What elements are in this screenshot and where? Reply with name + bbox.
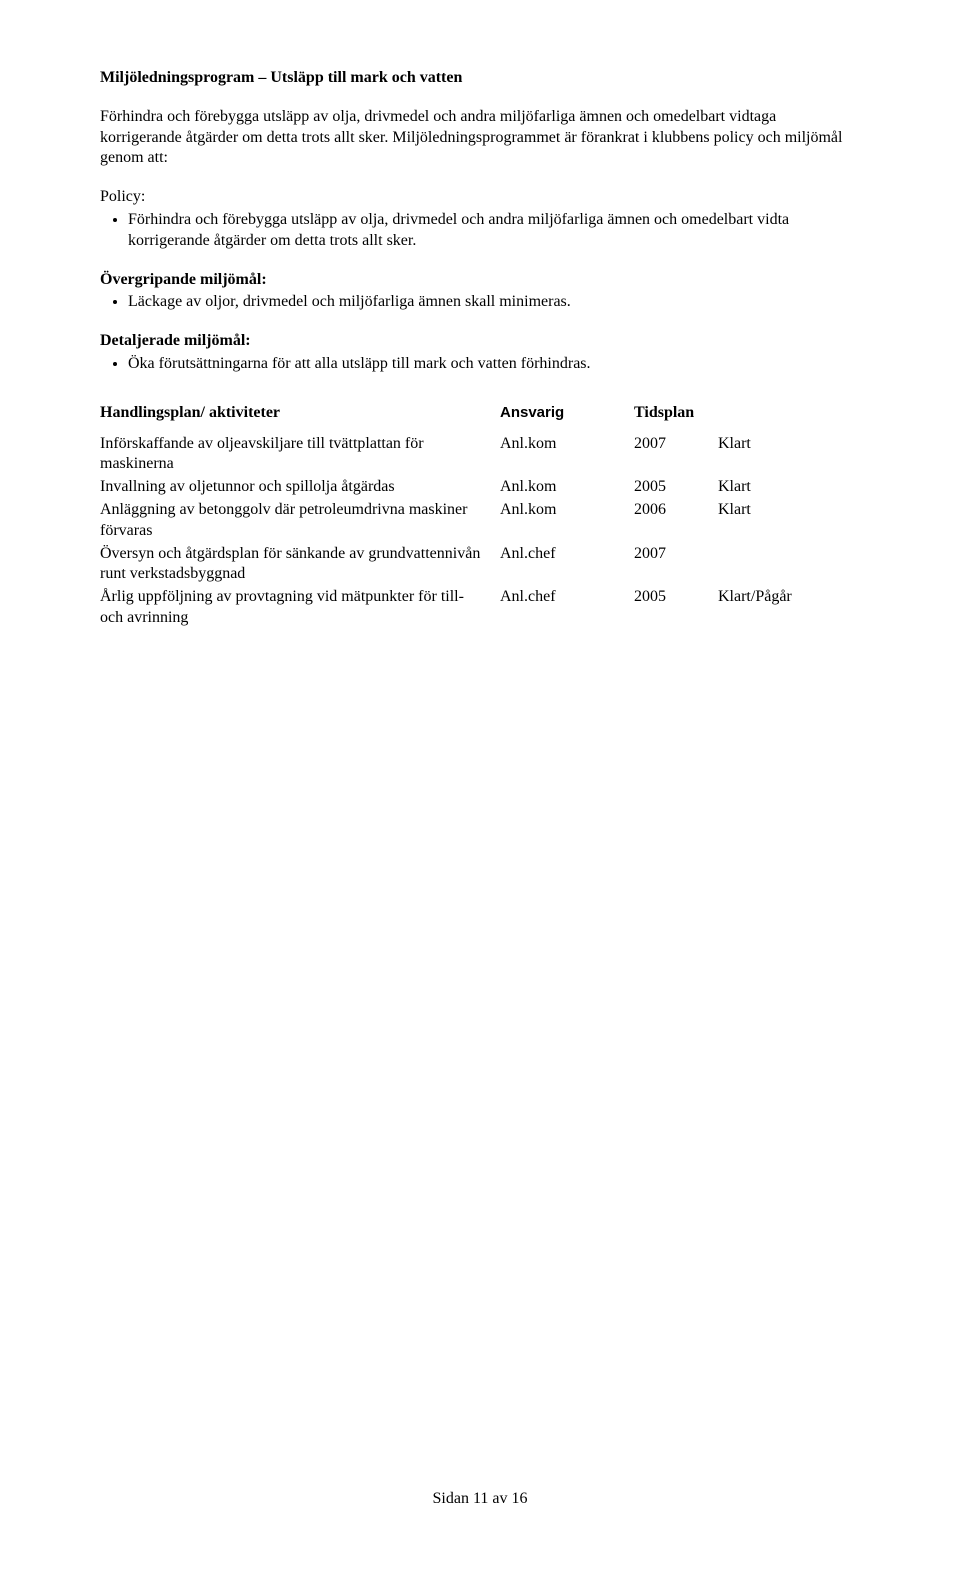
cell-ansvarig: Anl.kom — [500, 434, 600, 455]
table-row: Införskaffande av oljeavskiljare till tv… — [100, 434, 860, 476]
detaljerade-heading: Detaljerade miljömål: — [100, 331, 860, 352]
cell-activity: Införskaffande av oljeavskiljare till tv… — [100, 434, 500, 476]
list-item: Läckage av oljor, drivmedel och miljöfar… — [128, 292, 860, 313]
cell-tidsplan: 2007 — [600, 544, 700, 565]
cell-ansvarig: Anl.chef — [500, 587, 600, 608]
list-item: Öka förutsättningarna för att alla utslä… — [128, 354, 860, 375]
handlingsplan-table: Handlingsplan/ aktiviteter Ansvarig Tids… — [100, 403, 860, 629]
table-row: Invallning av oljetunnor och spillolja å… — [100, 477, 860, 498]
policy-list: Förhindra och förebygga utsläpp av olja,… — [100, 210, 860, 252]
cell-tidsplan: 2007 — [600, 434, 700, 455]
table-row: Årlig uppföljning av provtagning vid mät… — [100, 587, 860, 629]
cell-status: Klart — [700, 500, 860, 521]
cell-activity: Invallning av oljetunnor och spillolja å… — [100, 477, 500, 498]
overgripande-heading: Övergripande miljömål: — [100, 270, 860, 291]
cell-tidsplan: 2005 — [600, 587, 700, 608]
col-header-ansvarig: Ansvarig — [500, 403, 600, 424]
policy-heading: Policy: — [100, 187, 860, 208]
table-header-row: Handlingsplan/ aktiviteter Ansvarig Tids… — [100, 403, 860, 424]
cell-activity: Översyn och åtgärdsplan för sänkande av … — [100, 544, 500, 586]
page-title: Miljöledningsprogram – Utsläpp till mark… — [100, 68, 860, 89]
cell-activity: Anläggning av betonggolv där petroleumdr… — [100, 500, 500, 542]
cell-status: Klart/Pågår — [700, 587, 860, 608]
cell-ansvarig: Anl.kom — [500, 477, 600, 498]
cell-status: Klart — [700, 477, 860, 498]
overgripande-list: Läckage av oljor, drivmedel och miljöfar… — [100, 292, 860, 313]
cell-ansvarig: Anl.chef — [500, 544, 600, 565]
col-header-tidsplan: Tidsplan — [600, 403, 700, 424]
cell-activity: Årlig uppföljning av provtagning vid mät… — [100, 587, 500, 629]
intro-paragraph: Förhindra och förebygga utsläpp av olja,… — [100, 107, 860, 169]
col-header-activity: Handlingsplan/ aktiviteter — [100, 403, 500, 424]
table-row: Anläggning av betonggolv där petroleumdr… — [100, 500, 860, 542]
cell-tidsplan: 2006 — [600, 500, 700, 521]
cell-ansvarig: Anl.kom — [500, 500, 600, 521]
col-header-status — [700, 403, 860, 424]
list-item: Förhindra och förebygga utsläpp av olja,… — [128, 210, 860, 252]
cell-status: Klart — [700, 434, 860, 455]
cell-tidsplan: 2005 — [600, 477, 700, 498]
table-row: Översyn och åtgärdsplan för sänkande av … — [100, 544, 860, 586]
detaljerade-list: Öka förutsättningarna för att alla utslä… — [100, 354, 860, 375]
page-footer: Sidan 11 av 16 — [0, 1489, 960, 1510]
